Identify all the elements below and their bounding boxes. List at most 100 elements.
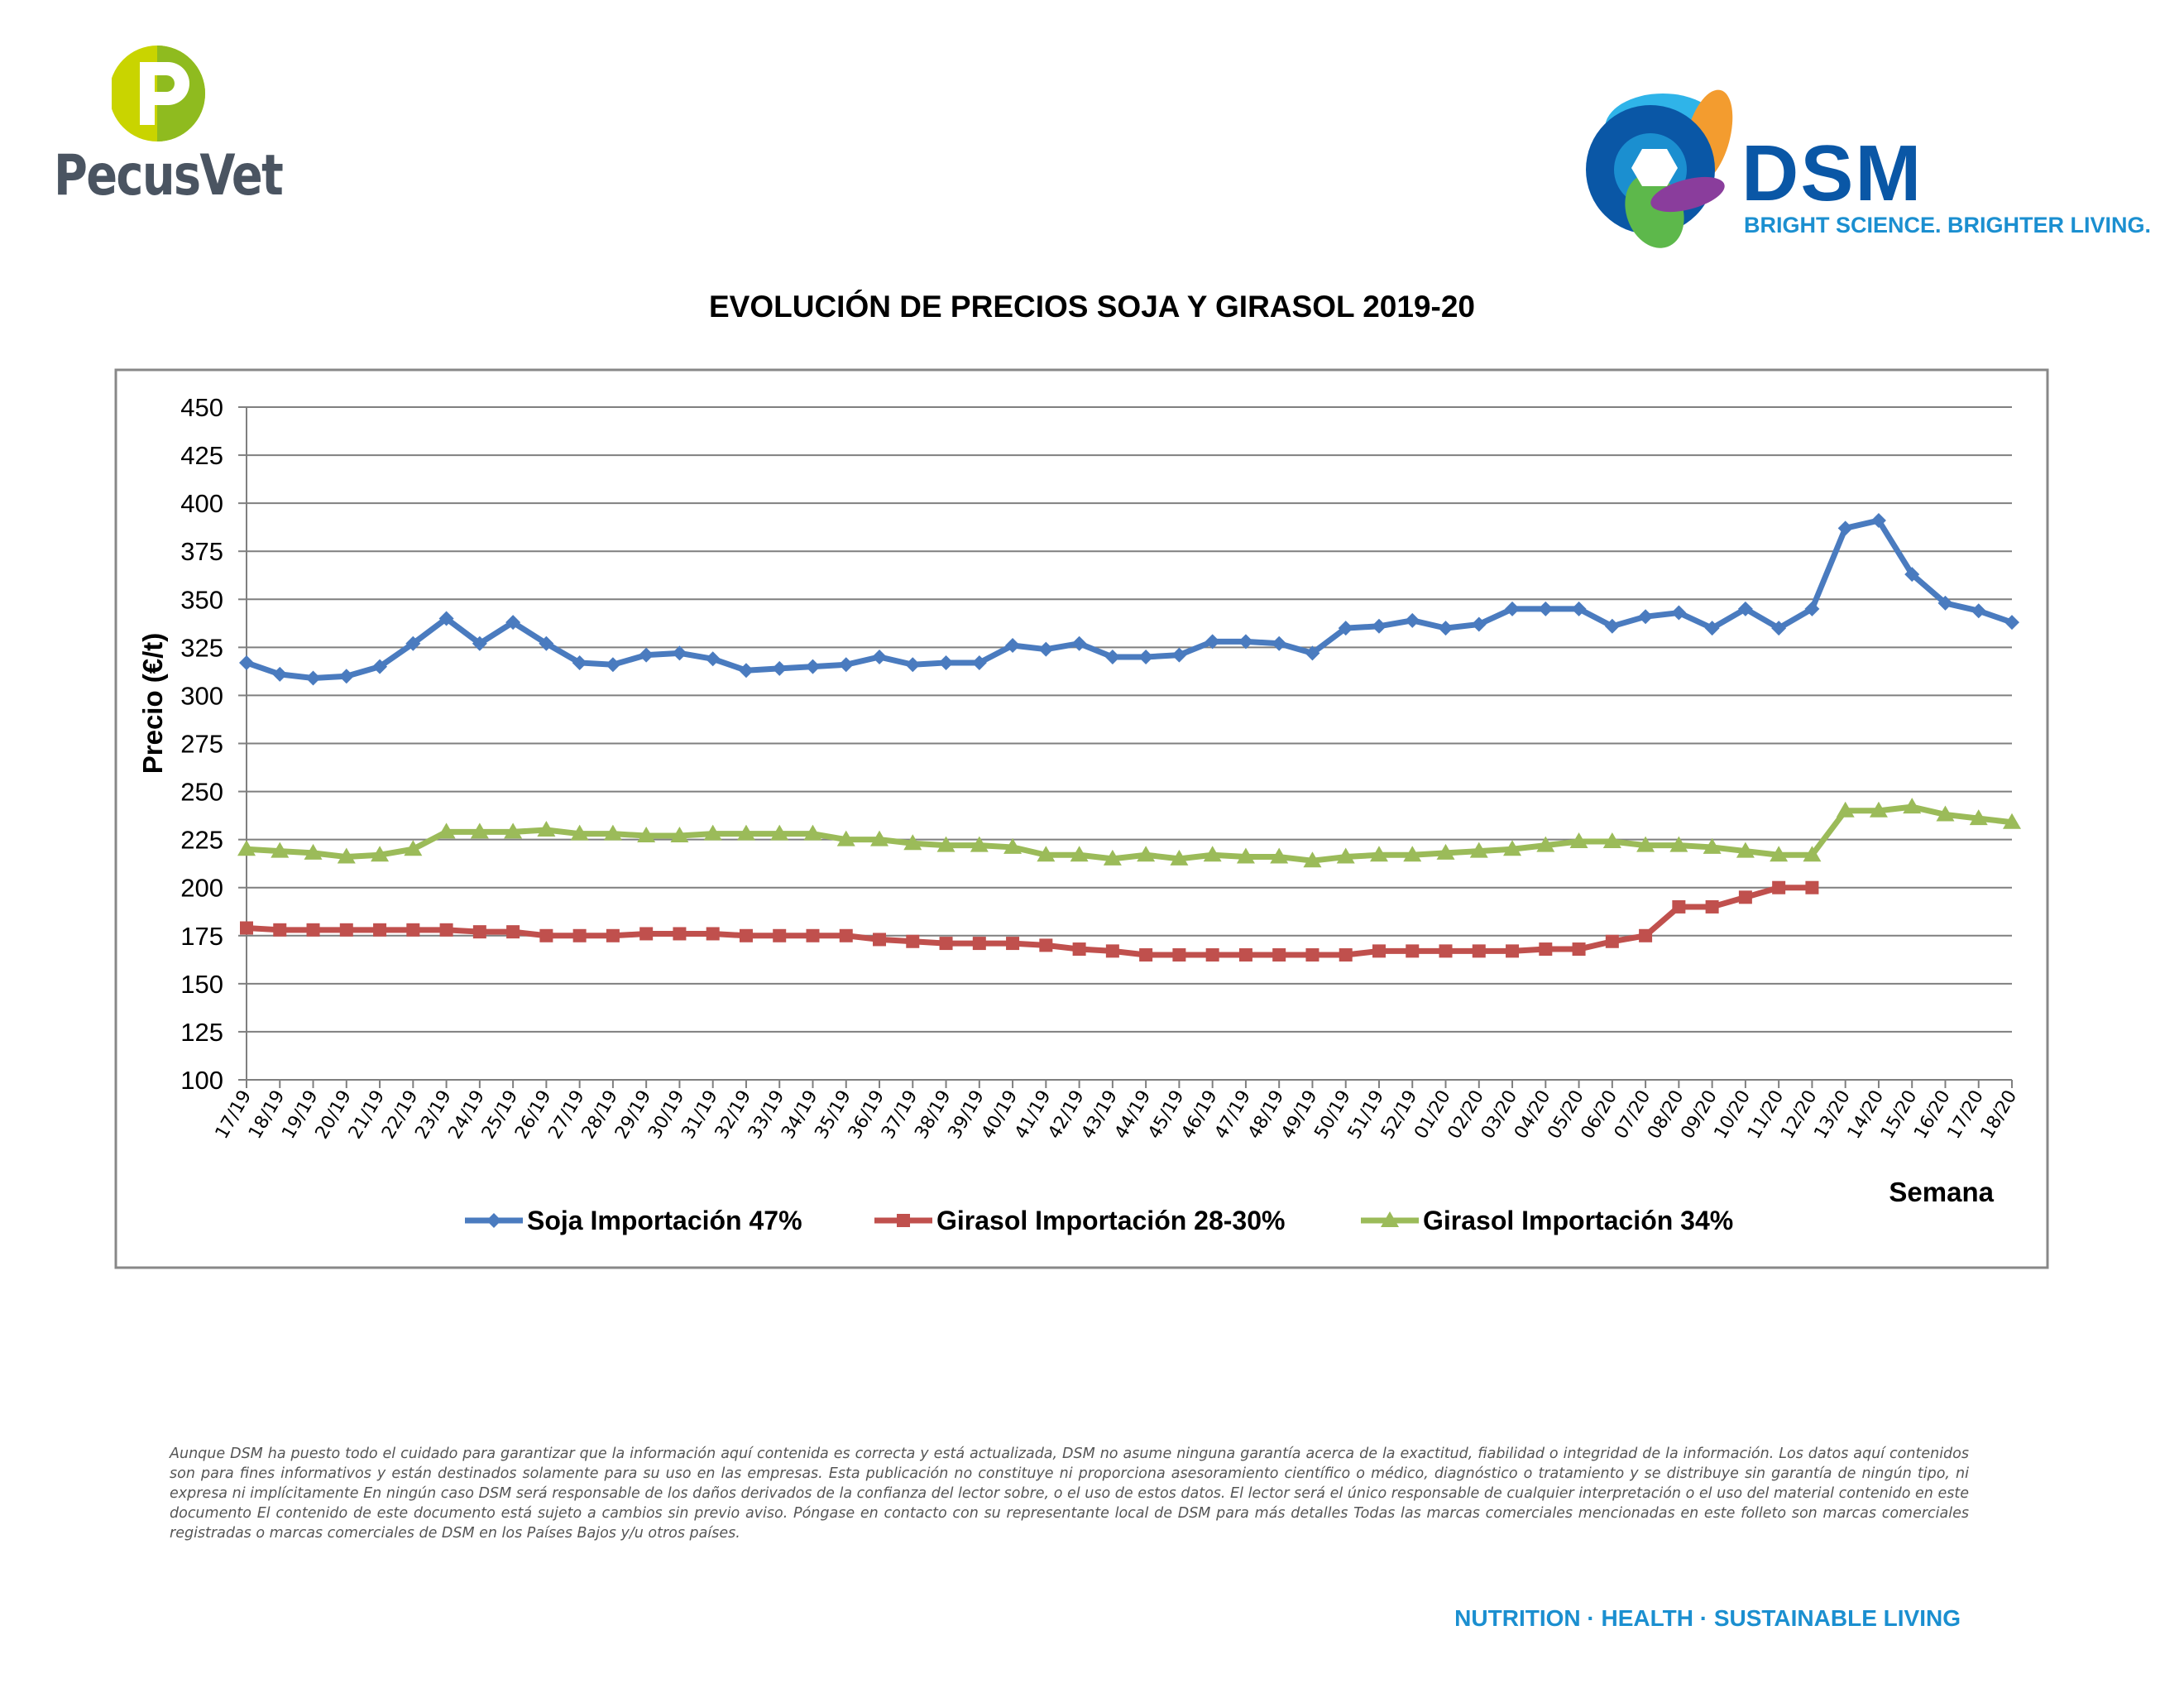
square-marker xyxy=(406,923,420,937)
diamond-marker xyxy=(1505,601,1521,616)
square-marker xyxy=(1039,938,1053,952)
square-marker xyxy=(906,934,920,948)
triangle-marker xyxy=(337,847,356,864)
diamond-marker xyxy=(1205,634,1220,650)
y-tick-label: 300 xyxy=(180,681,223,710)
pecusvet-name: PecusVet xyxy=(54,143,284,209)
diamond-marker xyxy=(1904,567,1920,583)
diamond-marker xyxy=(539,635,554,651)
triangle-marker xyxy=(1070,846,1089,862)
triangle-marker xyxy=(371,846,390,862)
triangle-marker xyxy=(1770,846,1789,862)
triangle-marker xyxy=(637,826,656,842)
triangle-marker xyxy=(1381,1211,1399,1227)
chart-frame xyxy=(114,368,2049,1269)
diamond-marker xyxy=(1638,609,1654,625)
diamond-marker xyxy=(1138,649,1154,664)
square-marker xyxy=(506,925,520,939)
diamond-marker xyxy=(1771,621,1787,636)
triangle-marker xyxy=(1236,847,1255,864)
triangle-marker xyxy=(1803,846,1822,862)
triangle-marker xyxy=(404,840,423,856)
triangle-marker xyxy=(1403,846,1422,862)
square-marker xyxy=(1639,928,1653,942)
square-marker xyxy=(897,1214,910,1227)
triangle-marker xyxy=(470,822,489,839)
series-lines xyxy=(237,513,2021,962)
axes xyxy=(238,406,2013,1088)
square-marker xyxy=(472,925,486,939)
triangle-marker xyxy=(2003,813,2021,829)
y-tick-label: 225 xyxy=(180,826,223,855)
square-marker xyxy=(1172,948,1186,962)
triangle-marker xyxy=(1969,809,1988,826)
diamond-marker xyxy=(1737,601,1753,616)
square-marker xyxy=(373,923,387,937)
square-marker xyxy=(1472,944,1486,958)
diamond-marker xyxy=(372,659,388,674)
y-axis-label: Precio (€/t) xyxy=(137,633,168,774)
square-marker xyxy=(273,923,287,937)
dsm-wordmark: DSM xyxy=(1741,129,1923,218)
square-marker xyxy=(1072,942,1086,957)
legend: Soja Importación 47% Girasol Importación … xyxy=(465,1206,1733,1235)
pecusvet-mark-icon xyxy=(112,46,205,141)
triangle-marker xyxy=(836,830,855,846)
triangle-marker xyxy=(1270,847,1289,864)
triangle-marker xyxy=(603,824,622,841)
triangle-marker xyxy=(970,836,989,852)
triangle-marker xyxy=(803,824,822,841)
y-tick-label: 150 xyxy=(180,970,223,999)
square-marker xyxy=(439,923,453,937)
diamond-marker xyxy=(1238,634,1253,650)
triangle-marker xyxy=(1037,846,1056,862)
triangle-marker xyxy=(1936,805,1955,822)
triangle-marker xyxy=(537,821,556,837)
legend-label: Soja Importación 47% xyxy=(527,1206,802,1235)
grid-lines xyxy=(247,406,2012,1033)
diamond-marker xyxy=(1571,601,1587,616)
square-marker xyxy=(673,927,687,941)
square-marker xyxy=(1539,942,1553,957)
square-marker xyxy=(1439,944,1453,958)
y-tick-label: 350 xyxy=(180,585,223,614)
triangle-marker xyxy=(670,826,689,842)
diamond-marker xyxy=(239,655,254,670)
diamond-marker xyxy=(1038,641,1054,657)
diamond-marker xyxy=(1272,635,1287,651)
diamond-marker xyxy=(1005,638,1021,654)
diamond-marker xyxy=(505,615,521,631)
triangle-marker xyxy=(1703,837,1722,854)
diamond-marker xyxy=(1071,635,1087,651)
series-3 xyxy=(237,798,2021,868)
diamond-marker xyxy=(938,655,954,670)
square-marker xyxy=(739,928,753,942)
y-tick-label: 250 xyxy=(180,778,223,807)
square-marker xyxy=(572,928,587,942)
square-marker xyxy=(1139,948,1153,962)
y-tick-labels: 100 125 150 175 200 225 250 275 300 325 350 375 400 4… xyxy=(180,393,223,1095)
triangle-marker xyxy=(1602,832,1621,848)
triangle-marker xyxy=(570,824,589,841)
square-marker xyxy=(240,921,253,935)
square-marker xyxy=(972,937,986,951)
diamond-marker xyxy=(1870,513,1886,529)
legend-item-1: Soja Importación 47% xyxy=(465,1206,802,1235)
diamond-marker xyxy=(1171,647,1187,663)
diamond-marker xyxy=(486,1213,501,1228)
triangle-marker xyxy=(1303,851,1322,868)
square-marker xyxy=(873,933,887,947)
diamond-marker xyxy=(572,655,587,670)
square-marker xyxy=(806,928,820,942)
y-tick-label: 125 xyxy=(180,1018,223,1047)
square-marker xyxy=(1705,899,1719,914)
x-axis-label: Semana xyxy=(1889,1177,1994,1207)
y-tick-label: 400 xyxy=(180,489,223,518)
triangle-marker xyxy=(237,840,256,856)
chart-title: EVOLUCIÓN DE PRECIOS SOJA Y GIRASOL 2019… xyxy=(709,290,1475,324)
square-marker xyxy=(606,928,620,942)
diamond-marker xyxy=(738,663,754,679)
diamond-marker xyxy=(405,635,421,651)
triangle-marker xyxy=(1003,837,1023,854)
